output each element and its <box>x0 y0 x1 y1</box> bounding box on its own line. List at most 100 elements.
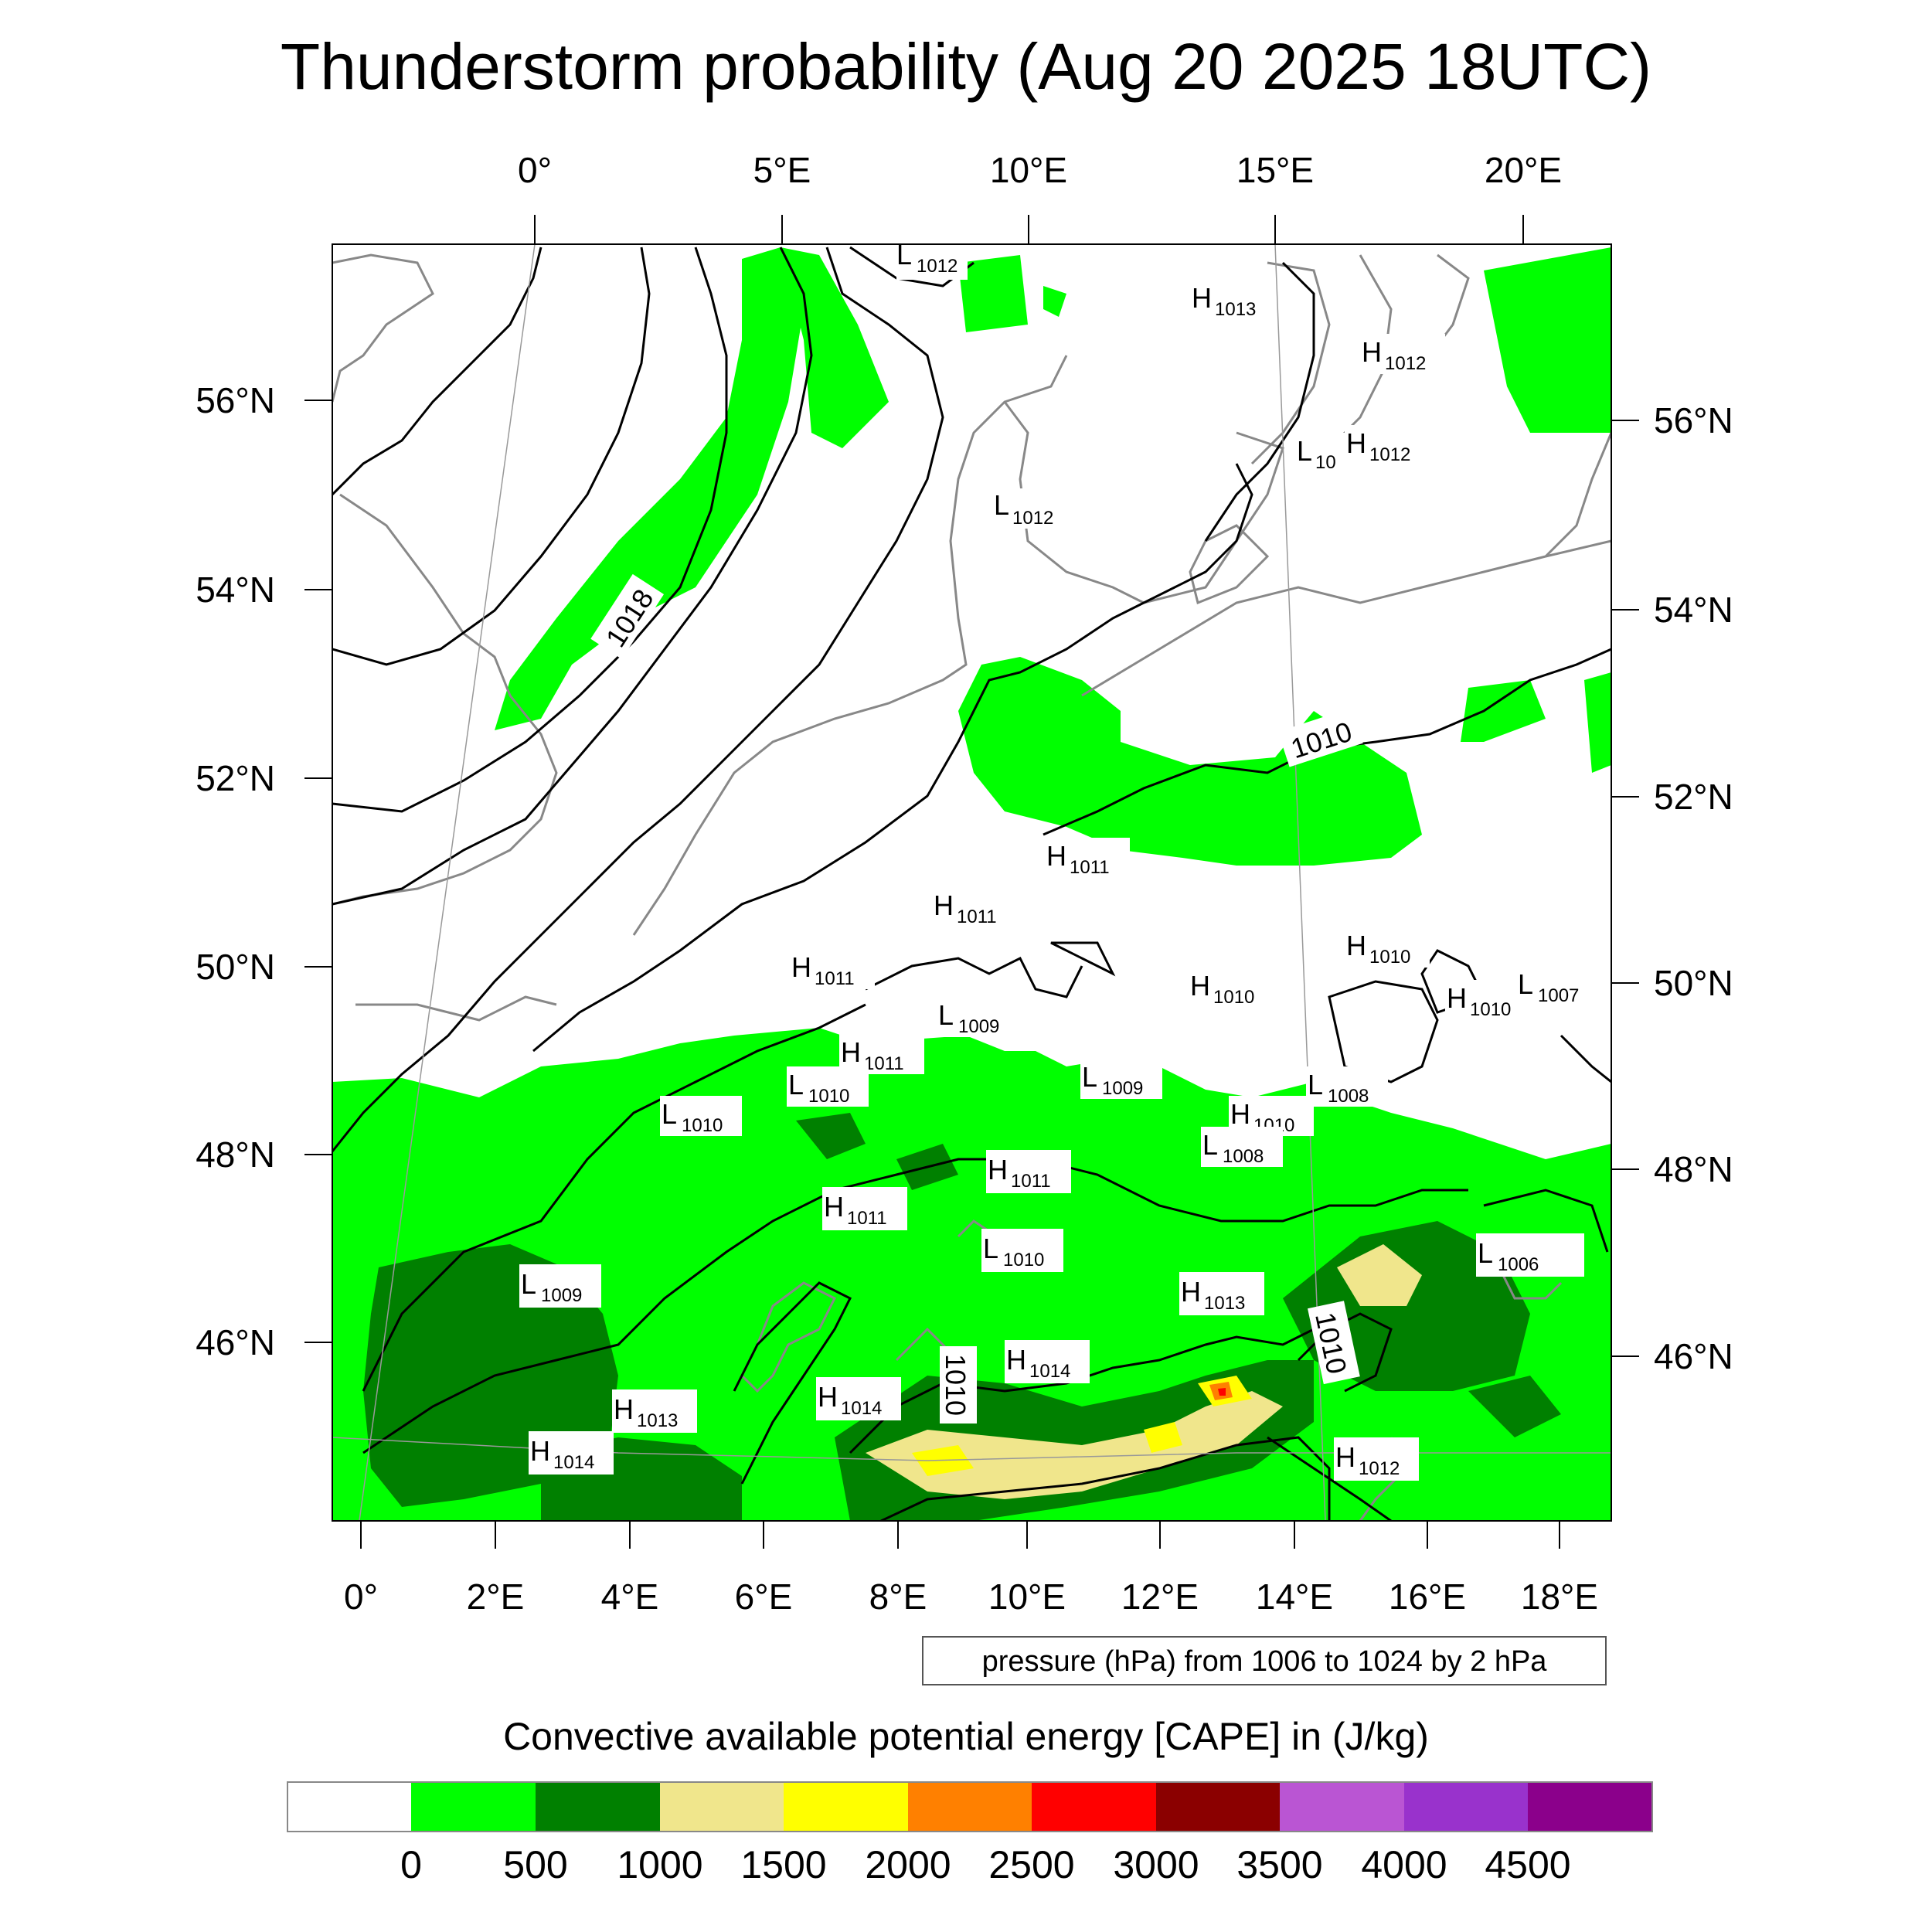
pressure-center: H 1011 <box>1045 838 1130 878</box>
isobar-1012-baltic <box>1204 261 1315 542</box>
map-plot-area: L 1012 H 1013 H 1012 L 10 H 1012 L 1012 H 1011 … <box>332 239 1611 1521</box>
pressure-center-value: 1011 <box>957 906 997 927</box>
pressure-center-type: H <box>614 1393 634 1425</box>
cape-area-poland <box>1461 680 1546 742</box>
cape-area-baltic-east <box>1484 247 1611 433</box>
pressure-center-value: 1010 <box>1369 947 1410 968</box>
pressure-center-type: H <box>1006 1344 1026 1376</box>
lon-label: 15°E <box>1236 150 1314 190</box>
pressure-center: H 1014 <box>1005 1340 1090 1383</box>
lat-label: 56°N <box>196 380 275 420</box>
pressure-center-value: 1010 <box>1003 1250 1044 1270</box>
cape-area-germany-north <box>958 657 1422 866</box>
right-lat-labels: 56°N 54°N 52°N 50°N 48°N 46°N <box>1654 400 1733 1376</box>
colorbar-swatch <box>1404 1782 1528 1832</box>
pressure-center-type: H <box>791 951 811 983</box>
lat-label: 54°N <box>196 570 275 610</box>
pressure-center: H 1013 <box>1179 1272 1264 1315</box>
lon-label: 10°E <box>988 1577 1066 1617</box>
colorbar <box>287 1781 1653 1832</box>
cape-area-northsea-band <box>495 247 804 730</box>
isobar-1014 <box>532 463 1253 1053</box>
pressure-center-type: H <box>1362 336 1382 368</box>
pressure-center-type: H <box>818 1381 838 1413</box>
pressure-center-type: L <box>1082 1061 1097 1093</box>
pressure-center-type: L <box>1202 1129 1218 1161</box>
lat-label: 54°N <box>1654 590 1733 630</box>
pressure-center-value: 1009 <box>958 1016 999 1037</box>
pressure-center: L 1010 <box>787 1066 869 1107</box>
isobar-1016 <box>332 247 944 1152</box>
pressure-center: H 1011 <box>839 1034 924 1074</box>
lon-label: 18°E <box>1521 1577 1598 1617</box>
pressure-center-value: 1010 <box>1470 999 1511 1020</box>
pressure-center: H 1013 <box>612 1389 697 1433</box>
pressure-center-value: 1009 <box>541 1285 582 1306</box>
cape-area-yellow-2 <box>1144 1422 1182 1453</box>
coastline-sweden <box>1250 261 1331 465</box>
pressure-center-type: H <box>1181 1276 1201 1308</box>
isobar-1022 <box>332 247 651 666</box>
cape-area-small-2 <box>796 1113 866 1159</box>
colorbar-tick-label: 2000 <box>865 1843 951 1886</box>
coastline-continent <box>632 355 1068 936</box>
colorbar-tick-labels: 0 500 1000 1500 2000 2500 3000 3500 4000… <box>400 1843 1571 1886</box>
isobar-1014-po <box>880 1436 1331 1521</box>
pressure-center: H 1012 <box>1360 334 1445 374</box>
lat-label: 52°N <box>1654 777 1733 817</box>
pressure-center-type: H <box>1046 840 1066 872</box>
colorbar-swatch <box>784 1782 908 1832</box>
lat-label: 52°N <box>196 758 275 798</box>
colorbar-swatch <box>1032 1782 1156 1832</box>
pressure-center-value: 1012 <box>1359 1458 1400 1479</box>
isobar-1012-south <box>362 1003 866 1392</box>
pressure-center: H 1014 <box>529 1431 614 1475</box>
colorbar-title: Convective available potential energy [C… <box>503 1715 1429 1758</box>
pressure-center-type: H <box>1447 982 1467 1014</box>
pressure-center-value: 1014 <box>553 1452 594 1473</box>
colorbar-tick-label: 2500 <box>988 1843 1074 1886</box>
coastline-baltic-south <box>1081 539 1611 697</box>
isobar-1008-se <box>1483 1189 1609 1253</box>
pressure-center-type: L <box>896 239 912 270</box>
pressure-center-type: H <box>1346 427 1366 459</box>
pressure-center-value: 1011 <box>864 1053 904 1074</box>
pressure-center: L 1010 <box>981 1229 1063 1272</box>
pressure-center-value: 1012 <box>1369 444 1410 465</box>
pressure-center-value: 1012 <box>917 256 957 277</box>
colorbar-tick-label: 4000 <box>1361 1843 1447 1886</box>
cape-area-po-khaki <box>866 1391 1283 1499</box>
pressure-center-type: L <box>938 999 954 1031</box>
pressure-center-type: L <box>1518 968 1533 1000</box>
pressure-center-type: L <box>1308 1069 1323 1100</box>
colorbar-swatch <box>411 1782 536 1832</box>
pressure-center-type: H <box>1335 1441 1355 1473</box>
top-lon-labels: 0° 5°E 10°E 15°E 20°E <box>518 150 1562 190</box>
isobar-1012-alps <box>849 1328 1315 1454</box>
lon-label: 14°E <box>1256 1577 1333 1617</box>
isobar-1010-center <box>865 956 1083 998</box>
cape-area-hungary-khaki <box>1337 1244 1422 1306</box>
pressure-center: H 1012 <box>1334 1437 1419 1481</box>
pressure-center-type: L <box>788 1069 804 1100</box>
pressure-center: L 1009 <box>519 1264 601 1308</box>
cape-area-northsea-east <box>781 247 889 448</box>
pressure-center: H 1011 <box>932 887 1017 927</box>
coastline-england <box>332 493 558 906</box>
lon-label: 10°E <box>990 150 1067 190</box>
coastline-bornholm <box>1189 524 1270 605</box>
colorbar-swatch <box>660 1782 784 1832</box>
pressure-center: H 1014 <box>816 1377 901 1420</box>
isobar-1018 <box>332 247 813 906</box>
pressure-center-type: H <box>988 1154 1008 1185</box>
pressure-center-value: 1007 <box>1538 985 1579 1006</box>
coastline-denmark <box>1003 401 1284 604</box>
pressure-center: L 1012 <box>896 239 968 280</box>
colorbar-swatch <box>1280 1782 1404 1832</box>
coastline-scotland <box>332 253 434 403</box>
isobar-1010-small <box>1050 941 1116 977</box>
cape-area-red <box>1218 1388 1226 1396</box>
pressure-center-value: 1012 <box>1385 353 1426 374</box>
pressure-center-value: 1012 <box>1012 508 1053 529</box>
